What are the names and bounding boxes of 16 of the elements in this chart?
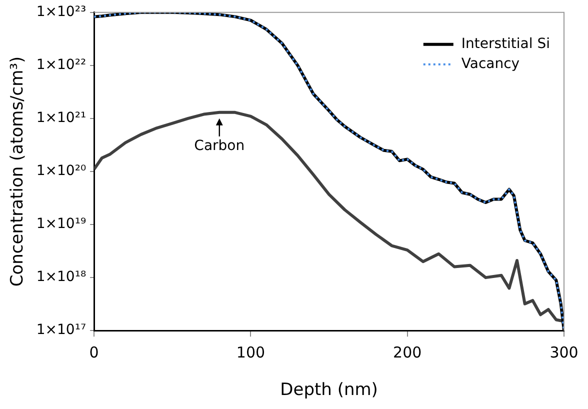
legend-label: Interstitial Si [461, 36, 550, 52]
y-tick-label: 1×10²⁰ [36, 163, 86, 180]
legend-label: Vacancy [461, 56, 520, 72]
x-tick-label: 300 [550, 343, 578, 362]
y-tick-label: 1×10¹⁹ [36, 216, 86, 232]
y-tick-label: 1×10¹⁸ [36, 269, 86, 286]
x-tick-label: 0 [89, 343, 99, 362]
y-axis-title: Concentration (atoms/cm³) [8, 56, 28, 287]
x-tick-label: 200 [393, 343, 422, 362]
y-tick-label: 1×10²³ [36, 4, 86, 20]
x-axis-title: Depth (nm) [280, 380, 378, 400]
y-tick-label: 1×10²² [36, 57, 86, 74]
x-tick-label: 100 [236, 343, 266, 362]
y-tick-label: 1×10¹⁷ [36, 322, 86, 338]
y-tick-label: 1×10²¹ [36, 110, 86, 126]
annotation: Carbon [194, 138, 245, 154]
